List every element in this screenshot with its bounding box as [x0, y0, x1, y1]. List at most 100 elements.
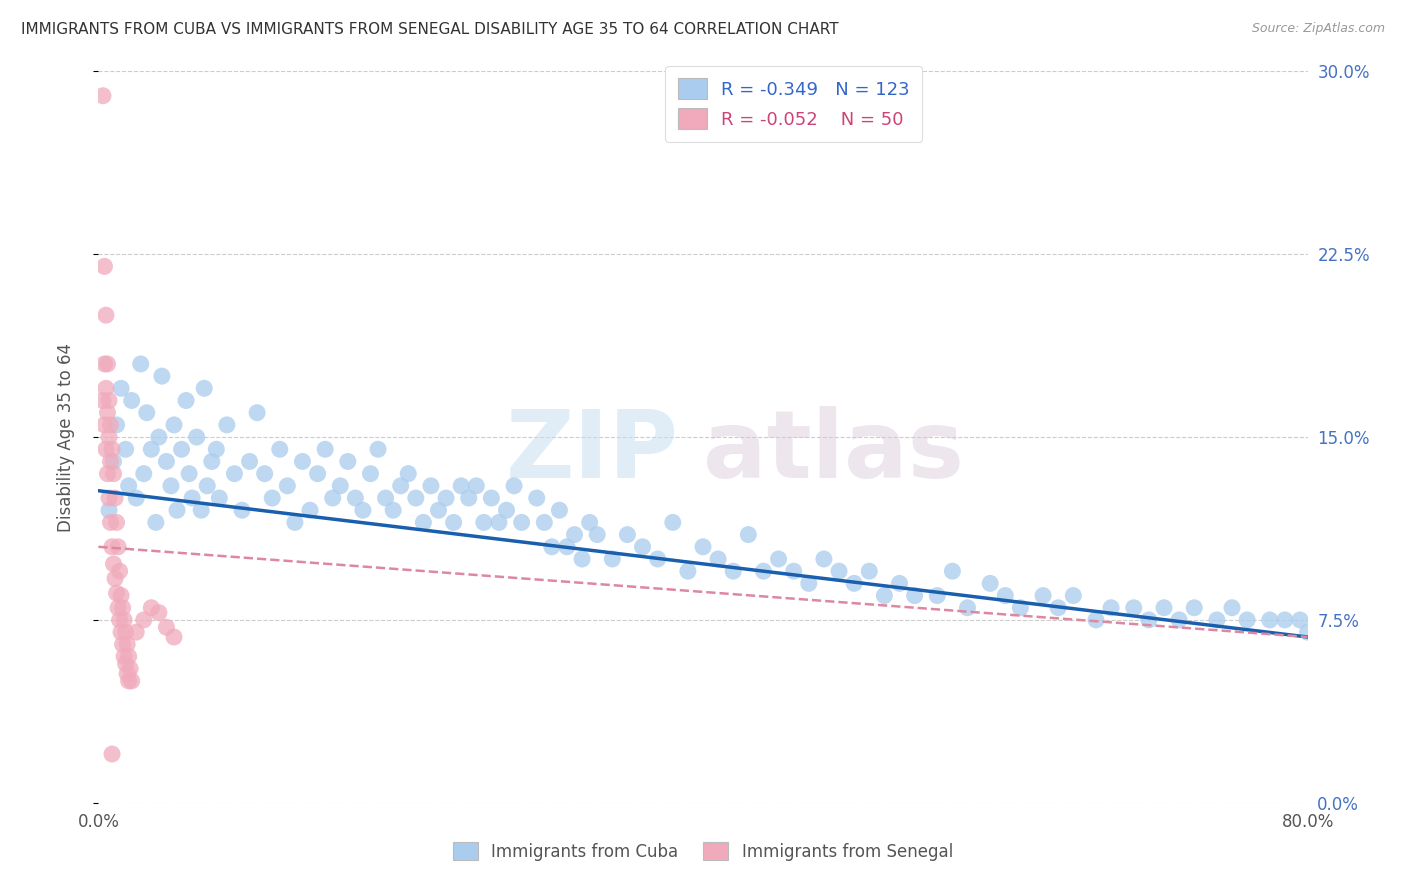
- Point: [291, 454, 314, 468]
- Point: [457, 491, 479, 505]
- Point: [174, 393, 197, 408]
- Point: [269, 442, 291, 457]
- Point: [108, 564, 131, 578]
- Point: [107, 540, 129, 554]
- Point: [768, 552, 790, 566]
- Point: [420, 479, 443, 493]
- Point: [661, 516, 683, 530]
- Point: [105, 586, 128, 600]
- Point: [205, 442, 228, 457]
- Point: [103, 454, 125, 468]
- Point: [1062, 589, 1084, 603]
- Point: [1032, 589, 1054, 603]
- Point: [344, 491, 367, 505]
- Point: [186, 430, 208, 444]
- Point: [548, 503, 571, 517]
- Point: [1258, 613, 1281, 627]
- Point: [329, 479, 352, 493]
- Point: [98, 503, 121, 517]
- Point: [873, 589, 896, 603]
- Point: [108, 613, 131, 627]
- Point: [114, 657, 136, 671]
- Point: [450, 479, 472, 493]
- Point: [783, 564, 806, 578]
- Point: [215, 417, 238, 432]
- Point: [555, 540, 578, 554]
- Point: [828, 564, 851, 578]
- Point: [148, 606, 170, 620]
- Point: [125, 491, 148, 505]
- Point: [352, 503, 374, 517]
- Point: [98, 393, 121, 408]
- Point: [495, 503, 517, 517]
- Point: [100, 516, 122, 530]
- Point: [586, 527, 609, 541]
- Point: [616, 527, 638, 541]
- Point: [103, 557, 125, 571]
- Point: [150, 369, 173, 384]
- Point: [1274, 613, 1296, 627]
- Point: [101, 540, 124, 554]
- Point: [110, 625, 132, 640]
- Point: [307, 467, 329, 481]
- Point: [190, 503, 212, 517]
- Point: [107, 600, 129, 615]
- Point: [104, 491, 127, 505]
- Point: [104, 572, 127, 586]
- Point: [121, 393, 143, 408]
- Point: [163, 630, 186, 644]
- Point: [858, 564, 880, 578]
- Point: [314, 442, 336, 457]
- Point: [526, 491, 548, 505]
- Point: [155, 620, 177, 634]
- Point: [105, 516, 128, 530]
- Point: [91, 88, 114, 103]
- Point: [93, 260, 115, 274]
- Point: [396, 467, 419, 481]
- Point: [94, 381, 117, 395]
- Point: [145, 516, 167, 530]
- Point: [91, 393, 114, 408]
- Point: [181, 491, 204, 505]
- Point: [231, 503, 253, 517]
- Point: [224, 467, 246, 481]
- Point: [201, 454, 224, 468]
- Point: [163, 417, 186, 432]
- Point: [1047, 600, 1070, 615]
- Point: [276, 479, 298, 493]
- Legend: Immigrants from Cuba, Immigrants from Senegal: Immigrants from Cuba, Immigrants from Se…: [446, 836, 960, 868]
- Point: [93, 417, 115, 432]
- Point: [1206, 613, 1229, 627]
- Point: [112, 613, 135, 627]
- Point: [927, 589, 949, 603]
- Point: [179, 467, 201, 481]
- Point: [155, 454, 177, 468]
- Point: [246, 406, 269, 420]
- Point: [889, 576, 911, 591]
- Point: [111, 637, 134, 651]
- Point: [844, 576, 866, 591]
- Point: [737, 527, 759, 541]
- Point: [112, 649, 135, 664]
- Point: [284, 516, 307, 530]
- Point: [1236, 613, 1258, 627]
- Point: [115, 666, 138, 681]
- Point: [98, 430, 121, 444]
- Point: [1153, 600, 1175, 615]
- Point: [723, 564, 745, 578]
- Point: [299, 503, 322, 517]
- Y-axis label: Disability Age 35 to 64: Disability Age 35 to 64: [56, 343, 75, 532]
- Point: [904, 589, 927, 603]
- Point: [956, 600, 979, 615]
- Point: [488, 516, 510, 530]
- Point: [135, 406, 157, 420]
- Point: [979, 576, 1001, 591]
- Point: [382, 503, 405, 517]
- Point: [193, 381, 215, 395]
- Point: [103, 467, 125, 481]
- Point: [336, 454, 359, 468]
- Text: Source: ZipAtlas.com: Source: ZipAtlas.com: [1251, 22, 1385, 36]
- Point: [405, 491, 427, 505]
- Point: [208, 491, 231, 505]
- Point: [262, 491, 284, 505]
